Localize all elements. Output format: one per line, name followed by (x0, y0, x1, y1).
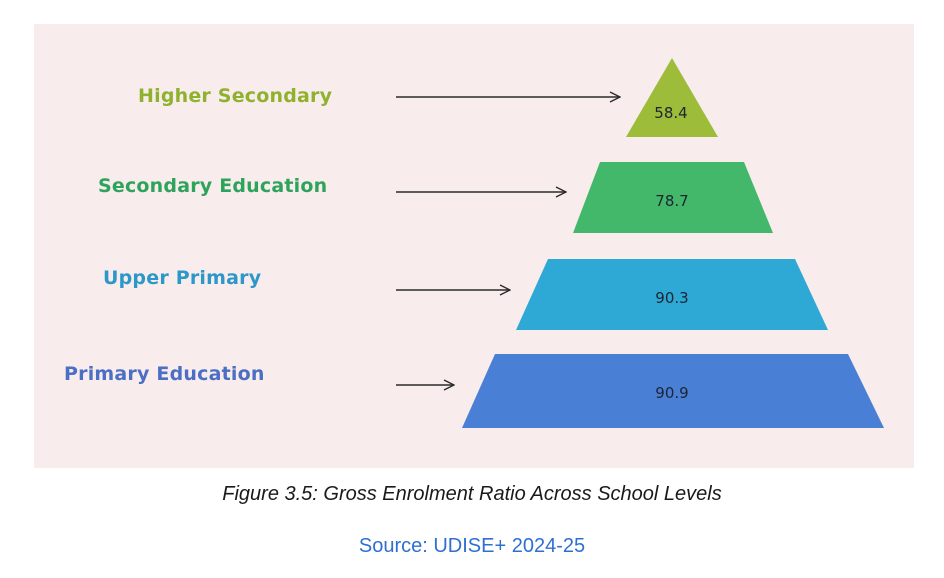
label-higher-secondary: Higher Secondary (138, 85, 333, 107)
tier-higher-secondary (626, 58, 718, 137)
figure-caption: Figure 3.5: Gross Enrolment Ratio Across… (222, 483, 722, 505)
label-upper-primary: Upper Primary (103, 267, 262, 289)
tier-primary-education (462, 354, 884, 428)
value-upper-primary: 90.3 (655, 289, 688, 307)
value-higher-secondary: 58.4 (654, 104, 687, 122)
label-secondary-education: Secondary Education (98, 175, 328, 197)
figure-source: Source: UDISE+ 2024-25 (358, 535, 586, 557)
tier-secondary-education (573, 162, 773, 233)
tier-upper-primary (516, 259, 828, 330)
label-primary-education: Primary Education (64, 363, 265, 385)
value-primary-education: 90.9 (655, 384, 688, 402)
value-secondary-education: 78.7 (655, 192, 688, 210)
